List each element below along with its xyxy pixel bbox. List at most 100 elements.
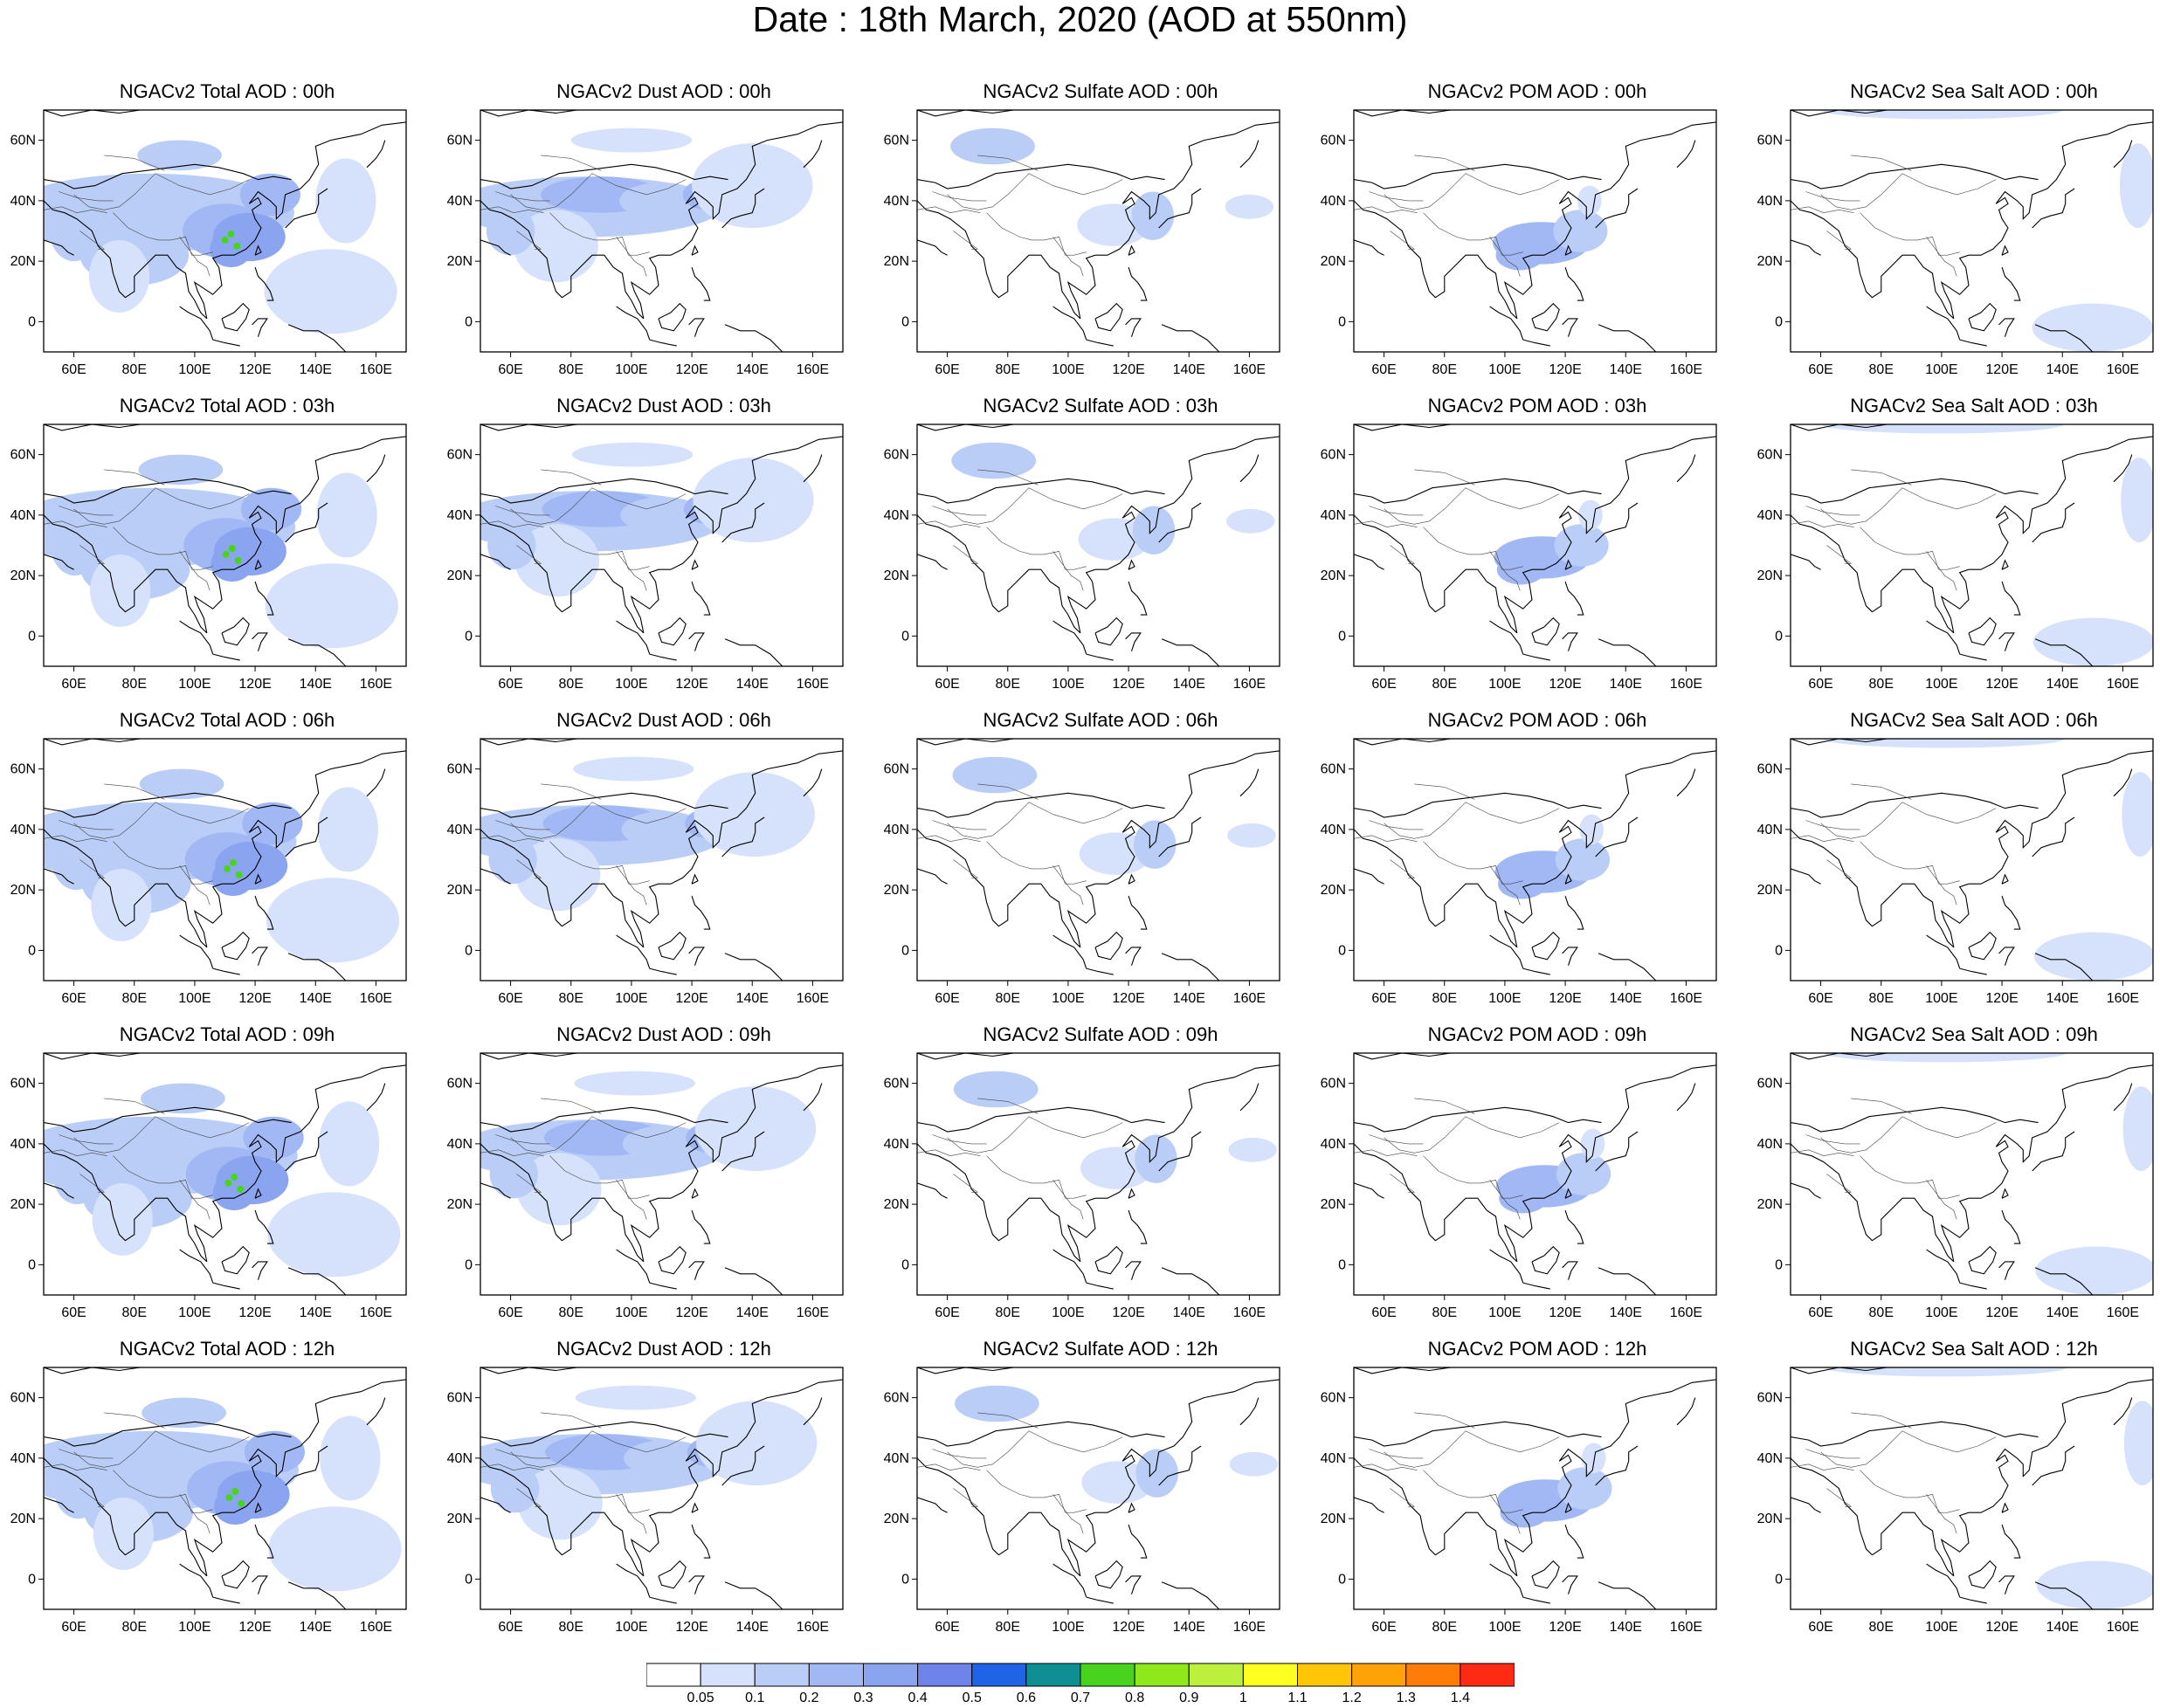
country-border bbox=[1926, 551, 1957, 591]
coastline bbox=[1959, 339, 1987, 347]
country-border bbox=[1384, 1116, 1560, 1154]
country-border bbox=[977, 783, 1039, 800]
coastline bbox=[1676, 1083, 1696, 1112]
map-frame bbox=[1790, 424, 2154, 667]
coastline bbox=[1489, 620, 1524, 655]
lon-tick-label: 160E bbox=[360, 1305, 392, 1320]
coastline bbox=[44, 478, 292, 504]
map-frame bbox=[1353, 738, 1717, 981]
coastline bbox=[254, 266, 274, 301]
coastline bbox=[254, 895, 274, 930]
aod-field-blob bbox=[1495, 239, 1544, 271]
colorbar-label: 0.9 bbox=[1179, 1691, 1198, 1705]
map-plot: 60N 40N 20N 0 60E 80E 100E 120E 140E 160E bbox=[884, 738, 1280, 1006]
country-border bbox=[1860, 527, 1960, 570]
coastline bbox=[2032, 1445, 2075, 1486]
coastline bbox=[1128, 1524, 1148, 1559]
colorbar-swatch bbox=[1405, 1663, 1461, 1687]
aod-field-blob bbox=[1229, 1451, 1279, 1477]
country-border bbox=[510, 802, 687, 839]
coastline bbox=[1531, 1560, 1560, 1589]
coastline bbox=[1926, 1563, 1961, 1598]
coastline bbox=[1066, 750, 1280, 948]
coastline bbox=[1940, 1064, 2153, 1263]
lat-tick-label: 60N bbox=[884, 762, 909, 777]
country-border bbox=[1820, 173, 1997, 210]
coastline bbox=[1998, 632, 2015, 651]
lon-tick-label: 100E bbox=[178, 677, 210, 692]
country-border bbox=[1805, 1449, 1860, 1459]
lat-tick-label: 40N bbox=[884, 1137, 909, 1152]
map-panel-seasalt-4: NGACv2 Sea Salt AOD : 12h 60N 40N 20N 0 60E 80… bbox=[1757, 1338, 2160, 1635]
lon-tick-label: 160E bbox=[2107, 677, 2139, 692]
map-plot: 60N 40N 20N 0 60E 80E 100E 120E 140E 160E bbox=[10, 738, 407, 1006]
lon-tick-label: 140E bbox=[2046, 362, 2079, 377]
coastline bbox=[1564, 1188, 1572, 1199]
coastline bbox=[2001, 559, 2009, 570]
coastline bbox=[44, 792, 292, 818]
map-plot: 60N 40N 20N 0 60E 80E 100E 120E 140E 160E bbox=[1321, 738, 1717, 1006]
coastline bbox=[254, 1502, 262, 1513]
coastline bbox=[688, 1261, 705, 1280]
colorbar-swatch bbox=[754, 1663, 810, 1687]
coastline bbox=[1354, 739, 1451, 746]
lat-tick-label: 20N bbox=[10, 254, 36, 269]
coastline bbox=[480, 1106, 728, 1133]
coastline bbox=[1791, 829, 1955, 948]
country-border bbox=[1354, 1464, 1418, 1471]
lon-tick-label: 60E bbox=[935, 1305, 959, 1320]
lon-tick-label: 140E bbox=[300, 1305, 332, 1320]
map-panel-seasalt-2: NGACv2 Sea Salt AOD : 06h 60N 40N 20N 0 60E 80… bbox=[1757, 709, 2160, 1006]
aod-hotspot bbox=[237, 1185, 245, 1193]
coastline bbox=[691, 244, 699, 256]
coastline bbox=[917, 792, 1165, 818]
coastline bbox=[480, 1143, 645, 1263]
aod-field-blob bbox=[1228, 1137, 1277, 1162]
lat-tick-label: 0 bbox=[1775, 629, 1783, 644]
coastline bbox=[221, 1560, 250, 1589]
country-border bbox=[947, 1116, 1123, 1154]
coastline bbox=[691, 1524, 711, 1559]
aod-field-blob bbox=[1553, 210, 1608, 252]
aod-field-blob bbox=[211, 859, 255, 897]
aod-field-blob bbox=[950, 127, 1035, 165]
lon-tick-label: 80E bbox=[1869, 1620, 1894, 1635]
lat-tick-label: 60N bbox=[10, 448, 36, 463]
coastline bbox=[1598, 953, 1657, 981]
coastline bbox=[480, 424, 577, 431]
lat-tick-label: 0 bbox=[901, 629, 909, 644]
lat-tick-label: 0 bbox=[1338, 1572, 1346, 1587]
aod-field-blob bbox=[621, 811, 707, 848]
country-border bbox=[616, 865, 647, 906]
coastline bbox=[44, 868, 74, 885]
lon-tick-label: 140E bbox=[300, 991, 332, 1006]
map-panel-dust-3: NGACv2 Dust AOD : 09h 60N 40N 20N 0 60E 80E 100… bbox=[447, 1023, 917, 1320]
coastline bbox=[1125, 1261, 1142, 1280]
lon-tick-label: 60E bbox=[1808, 1620, 1832, 1635]
aod-hotspot bbox=[222, 550, 230, 558]
coastline bbox=[724, 324, 783, 352]
aod-hotspot bbox=[224, 864, 231, 872]
coastline bbox=[721, 1131, 765, 1172]
coastline bbox=[1791, 739, 1887, 746]
country-border bbox=[1851, 783, 1912, 800]
lon-tick-label: 140E bbox=[1610, 1620, 1642, 1635]
country-border bbox=[480, 1149, 544, 1157]
coastline bbox=[1968, 302, 1997, 332]
colorbar-label: 0.7 bbox=[1071, 1691, 1090, 1705]
aod-field-blob bbox=[316, 472, 377, 558]
country-border bbox=[932, 1449, 987, 1459]
colorbar-swatch bbox=[808, 1663, 865, 1687]
aod-field-blob bbox=[265, 563, 398, 649]
country-border bbox=[1791, 206, 1854, 214]
lat-tick-label: 0 bbox=[1338, 629, 1346, 644]
lon-tick-label: 60E bbox=[1371, 362, 1396, 377]
coastline bbox=[649, 1596, 677, 1604]
lat-tick-label: 0 bbox=[1338, 1257, 1346, 1272]
lat-tick-label: 60N bbox=[10, 1391, 36, 1406]
colorbar-swatch bbox=[971, 1663, 1027, 1687]
lat-tick-label: 40N bbox=[1321, 1451, 1346, 1466]
coastline bbox=[179, 620, 214, 655]
colorbar-swatch bbox=[646, 1663, 701, 1687]
lon-tick-label: 80E bbox=[1869, 362, 1894, 377]
